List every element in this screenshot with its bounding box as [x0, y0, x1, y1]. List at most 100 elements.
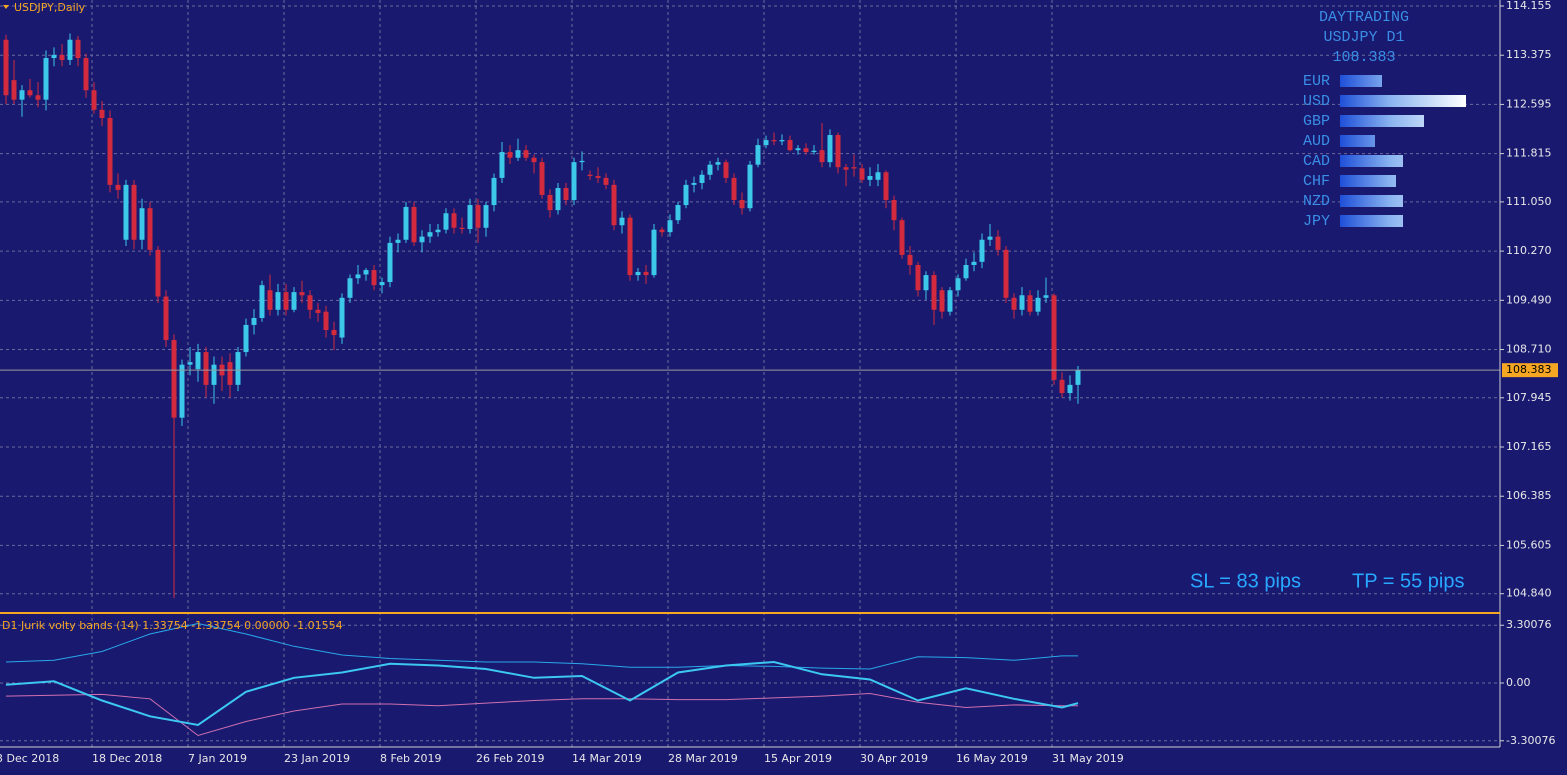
- candle-body: [323, 311, 329, 330]
- candle-body: [171, 340, 177, 418]
- candle-body: [299, 292, 305, 296]
- candle-body: [739, 200, 745, 209]
- candle-body: [19, 90, 25, 100]
- candle-body: [227, 362, 233, 385]
- candle-body: [923, 275, 929, 291]
- candle-body: [467, 205, 473, 230]
- candle-body: [651, 229, 657, 276]
- candle-body: [387, 242, 393, 283]
- candle-body: [963, 264, 969, 279]
- candle-body: [91, 90, 97, 110]
- candle-body: [435, 229, 441, 233]
- candle-body: [723, 162, 729, 178]
- indicator-line: [5, 692, 1078, 737]
- price-tick-label: 110.270: [1506, 244, 1552, 257]
- candle-body: [1019, 295, 1025, 310]
- candle-body: [187, 362, 193, 365]
- candle-body: [1075, 370, 1081, 385]
- candle-body: [859, 168, 865, 180]
- strength-bar: [1340, 135, 1375, 147]
- candle-body: [347, 278, 353, 298]
- candle-body: [1067, 384, 1073, 394]
- date-label: 28 Mar 2019: [668, 752, 738, 765]
- widget-price: 108.383: [1332, 49, 1395, 66]
- candle-body: [539, 162, 545, 195]
- candle-body: [571, 162, 577, 201]
- candle-body: [475, 205, 481, 228]
- candle-body: [235, 352, 241, 385]
- candle-body: [755, 145, 761, 165]
- candle-body: [67, 39, 73, 60]
- candle-body: [531, 157, 537, 163]
- currency-name: CAD: [1303, 153, 1330, 170]
- candle-body: [643, 271, 649, 276]
- chart-title: USDJPY,Daily: [14, 1, 86, 14]
- candle-body: [379, 282, 385, 286]
- candle-body: [131, 184, 137, 240]
- candle-body: [211, 364, 217, 385]
- candle-body: [707, 164, 713, 175]
- candle-body: [291, 292, 297, 310]
- candle-body: [147, 208, 153, 250]
- price-tick-label: 3.30076: [1506, 618, 1552, 631]
- currency-name: GBP: [1303, 113, 1330, 130]
- candle-body: [955, 278, 961, 291]
- candle-body: [1043, 295, 1049, 298]
- strength-bar: [1340, 215, 1403, 227]
- currency-name: CHF: [1303, 173, 1330, 190]
- candle-body: [891, 200, 897, 221]
- candle-body: [259, 285, 265, 318]
- candle-body: [875, 172, 881, 180]
- plot-layer: [0, 33, 1500, 737]
- candle-body: [163, 296, 169, 341]
- candle-body: [203, 352, 209, 385]
- candle-body: [835, 135, 841, 168]
- strength-bar: [1340, 115, 1424, 127]
- price-tick-label: 108.710: [1506, 343, 1552, 356]
- date-label: 26 Feb 2019: [476, 752, 544, 765]
- date-label: 16 May 2019: [956, 752, 1028, 765]
- candle-body: [947, 290, 953, 312]
- candle-body: [867, 176, 873, 180]
- candle-body: [363, 270, 369, 275]
- candle-body: [579, 160, 585, 163]
- candle-body: [795, 148, 801, 151]
- candle-body: [819, 150, 825, 163]
- candle-body: [307, 295, 313, 310]
- indicator-line: [5, 622, 1078, 670]
- candle-body: [155, 249, 161, 297]
- candle-body: [123, 184, 129, 240]
- candle-body: [267, 290, 273, 310]
- candle-body: [675, 205, 681, 221]
- currency-name: EUR: [1303, 73, 1330, 90]
- candle-body: [987, 236, 993, 240]
- candle-body: [787, 140, 793, 151]
- candle-body: [715, 162, 721, 165]
- candle-body: [1027, 295, 1033, 312]
- candle-body: [587, 174, 593, 177]
- candle-body: [403, 206, 409, 240]
- candle-body: [699, 174, 705, 183]
- widget-title: DAYTRADING: [1319, 9, 1409, 26]
- last-price-box: [1502, 363, 1558, 378]
- strength-bar: [1340, 95, 1466, 107]
- strength-bar: [1340, 195, 1403, 207]
- candle-body: [667, 220, 673, 233]
- strength-bar: [1340, 175, 1396, 187]
- price-tick-label: 0.00: [1506, 676, 1531, 689]
- candle-body: [3, 39, 9, 96]
- candle-body: [115, 184, 121, 190]
- stop-loss: SL = 83 pips: [1190, 570, 1301, 592]
- candle-body: [51, 54, 57, 59]
- candle-body: [11, 80, 17, 100]
- candle-body: [555, 188, 561, 211]
- candle-body: [1035, 297, 1041, 312]
- strength-bar: [1340, 75, 1382, 87]
- candle-body: [523, 150, 529, 158]
- candle-body: [851, 167, 857, 169]
- candle-body: [979, 239, 985, 262]
- candle-body: [931, 275, 937, 310]
- candle-body: [811, 150, 817, 153]
